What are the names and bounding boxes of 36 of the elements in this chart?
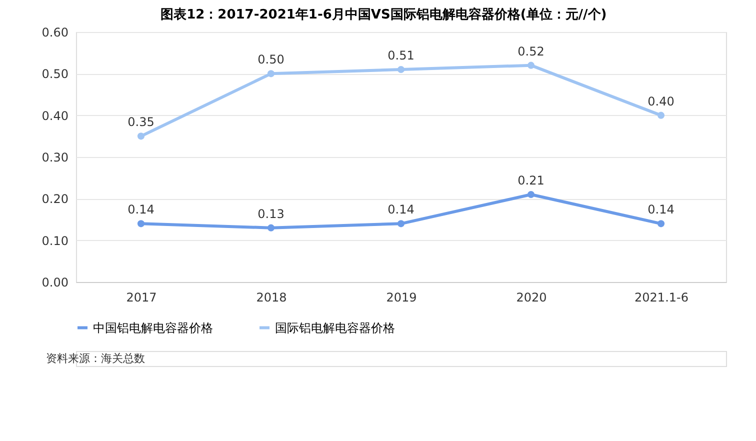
x-tick-label: 2018 (256, 290, 287, 304)
chart-title: 图表12：2017-2021年1-6月中国VS国际铝电解电容器价格(单位：元//个) (160, 6, 607, 22)
data-label: 0.14 (128, 202, 154, 217)
x-tick-label: 2019 (386, 290, 417, 304)
x-tick-label: 2020 (516, 290, 547, 304)
point (137, 220, 145, 228)
y-tick-label: 0.00 (42, 276, 68, 290)
legend-label: 中国铝电解电容器价格 (93, 320, 213, 335)
point (527, 190, 535, 198)
data-label: 0.21 (518, 174, 544, 188)
point (397, 66, 405, 74)
text: 资料来源：海关总数 (46, 352, 145, 365)
point (137, 132, 145, 140)
point (657, 220, 665, 228)
data-label: 0.35 (128, 115, 154, 130)
point (267, 70, 275, 78)
y-tick-label: 0.50 (42, 67, 68, 82)
x-tick-label: 2017 (126, 290, 157, 304)
y-tick-label: 0.20 (42, 192, 68, 206)
data-label: 0.50 (258, 52, 284, 67)
data-label: 0.52 (518, 44, 544, 58)
y-tick-label: 0.40 (42, 108, 68, 123)
data-label: 0.14 (648, 202, 674, 217)
x-tick-label: 2021.1-6 (634, 290, 688, 304)
point (267, 224, 275, 232)
y-tick-label: 0.10 (42, 234, 68, 248)
y-tick-label: 0.30 (42, 150, 68, 164)
point (397, 220, 405, 228)
legend-label: 国际铝电解电容器价格 (275, 320, 395, 335)
point (657, 112, 665, 119)
data-label: 0.40 (648, 94, 674, 108)
data-label: 0.14 (388, 202, 414, 217)
data-label: 0.13 (258, 206, 284, 221)
point (527, 62, 535, 69)
y-tick-label: 0.60 (42, 26, 68, 40)
data-label: 0.51 (388, 48, 414, 62)
